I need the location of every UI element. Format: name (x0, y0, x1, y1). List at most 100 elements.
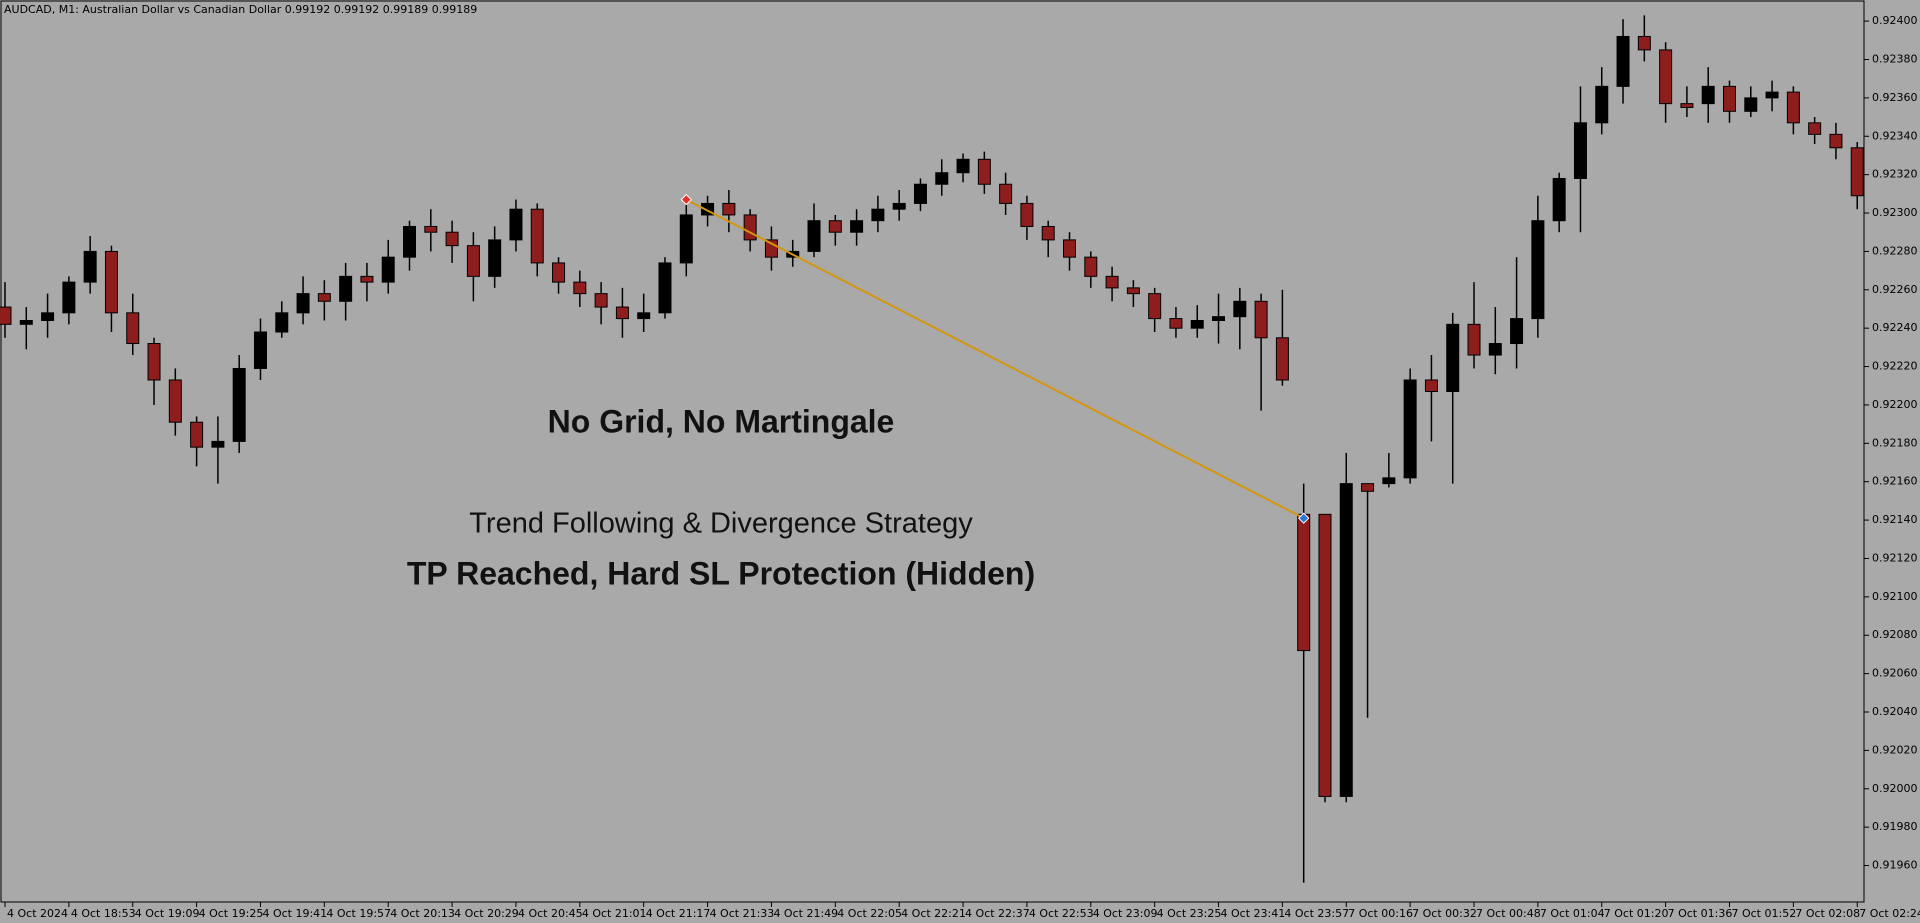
candle-body (850, 220, 864, 233)
candle-body (1424, 379, 1438, 393)
candle-body (1659, 49, 1673, 105)
candle-body (1829, 133, 1843, 149)
candle-body (956, 158, 970, 174)
y-tick-label: 0.92140 (1872, 513, 1918, 526)
y-tick-label: 0.92380 (1872, 52, 1918, 65)
candle-body (1382, 477, 1396, 485)
candle-body (253, 331, 267, 369)
x-tick-label: 4 Oct 20:29 (454, 907, 519, 920)
candle-body (1339, 483, 1353, 797)
candle-body (509, 208, 523, 241)
candle-body (552, 262, 566, 283)
candle-body (999, 183, 1013, 204)
x-tick-label: 4 Oct 2024 (7, 907, 68, 920)
y-tick-label: 0.92180 (1872, 436, 1918, 449)
candle-body (594, 293, 608, 308)
x-tick-label: 7 Oct 00:32 (1412, 907, 1477, 920)
candle-body (1808, 122, 1822, 135)
candle-body (1850, 147, 1864, 197)
candle-body (1212, 316, 1226, 321)
candle-body (1063, 239, 1076, 258)
candle-body (104, 250, 118, 314)
y-tick-label: 0.92400 (1872, 14, 1918, 27)
candle-body (615, 306, 629, 320)
candle-body (424, 225, 438, 233)
candle-body (1403, 379, 1417, 479)
x-tick-label: 4 Oct 19:25 (199, 907, 264, 920)
candle-body (0, 306, 12, 325)
candle-body (466, 245, 480, 277)
candle-body (892, 202, 906, 210)
candle-body (445, 231, 459, 247)
y-tick-label: 0.92260 (1872, 283, 1918, 296)
y-tick-label: 0.92160 (1872, 475, 1918, 488)
candle-body (1637, 35, 1651, 51)
x-tick-label: 4 Oct 20:13 (390, 907, 455, 920)
candle-body (1169, 318, 1183, 329)
x-tick-label: 4 Oct 22:37 (965, 907, 1030, 920)
y-tick-label: 0.92000 (1872, 782, 1918, 795)
candle-body (1680, 103, 1694, 108)
y-tick-label: 0.91960 (1872, 859, 1918, 872)
y-tick-label: 0.92080 (1872, 628, 1918, 641)
x-tick-label: 4 Oct 23:25 (1157, 907, 1222, 920)
y-tick-label: 0.92300 (1872, 206, 1918, 219)
x-tick-label: 4 Oct 20:45 (518, 907, 583, 920)
y-tick-label: 0.92360 (1872, 91, 1918, 104)
y-tick-label: 0.92220 (1872, 360, 1918, 373)
candle-body (530, 208, 544, 264)
annotation: Trend Following & Divergence Strategy (469, 508, 973, 540)
candle-body (381, 256, 395, 283)
candle-body (1318, 513, 1332, 797)
y-tick-label: 0.92040 (1872, 705, 1918, 718)
candle-body (1148, 293, 1162, 320)
candle-body (275, 312, 289, 333)
candle-body (1765, 91, 1779, 99)
candle-body (1510, 318, 1524, 345)
annotation: TP Reached, Hard SL Protection (Hidden) (407, 555, 1035, 591)
x-tick-label: 4 Oct 19:09 (135, 907, 200, 920)
x-tick-label: 7 Oct 02:08 (1795, 907, 1860, 920)
candle-body (126, 312, 140, 345)
candle-body (403, 225, 417, 258)
candle-body (296, 293, 310, 314)
x-tick-label: 7 Oct 01:04 (1540, 907, 1605, 920)
x-tick-label: 4 Oct 22:21 (901, 907, 966, 920)
candle-body (722, 202, 736, 216)
x-tick-label: 4 Oct 23:41 (1221, 907, 1286, 920)
candle-body (1552, 177, 1566, 222)
candle-body (743, 214, 757, 241)
trade-line (685, 198, 1305, 520)
x-tick-label: 4 Oct 21:01 (582, 907, 647, 920)
candle-body (1786, 91, 1800, 124)
candle-body (658, 262, 672, 314)
y-tick-label: 0.92100 (1872, 590, 1918, 603)
candle-body (62, 281, 76, 314)
candle-body (977, 158, 991, 185)
plot-frame (0, 0, 1865, 903)
x-tick-label: 7 Oct 00:48 (1476, 907, 1541, 920)
chart-title: AUDCAD, M1: Australian Dollar vs Canadia… (4, 3, 477, 16)
candle-body (1595, 85, 1609, 124)
candle-body (1233, 300, 1247, 318)
x-tick-label: 4 Oct 22:05 (837, 907, 902, 920)
candle-body (168, 379, 182, 423)
y-tick-label: 0.92020 (1872, 743, 1918, 756)
candle-body (1275, 337, 1289, 381)
candle-body (1254, 300, 1268, 339)
trade-marker (680, 193, 692, 206)
candle-body (488, 239, 502, 277)
annotation: No Grid, No Martingale (548, 403, 895, 439)
y-tick-label: 0.92340 (1872, 129, 1918, 142)
candle-body (190, 421, 204, 448)
candle-body (41, 312, 55, 321)
candle-body (1616, 35, 1630, 87)
candle-body (1701, 85, 1715, 105)
candle-body (573, 281, 587, 295)
candle-body (1020, 202, 1034, 227)
y-tick-label: 0.91980 (1872, 820, 1918, 833)
candle-body (1573, 122, 1587, 179)
